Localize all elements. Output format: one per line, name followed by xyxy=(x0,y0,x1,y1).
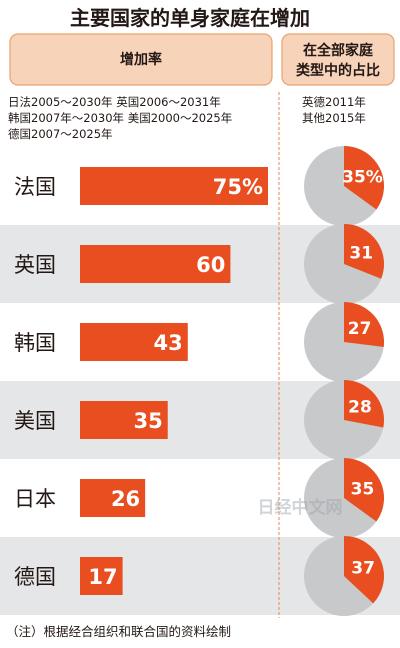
category-label: 美国 xyxy=(14,409,56,433)
category-label: 英国 xyxy=(14,253,56,277)
pie-period-line-1: 英德2011年 xyxy=(302,95,366,109)
share-value-label: 35 xyxy=(351,480,375,500)
increase-value-label: 75% xyxy=(213,175,263,199)
pie-header: 在全部家庭 类型中的占比 xyxy=(281,33,395,86)
share-pie-slice xyxy=(344,302,384,348)
period-line-3: 德国2007～2025年 xyxy=(8,127,113,141)
increase-bar xyxy=(80,245,231,283)
data-row: 德国 17 37 xyxy=(14,536,384,616)
increase-bar xyxy=(80,479,146,517)
increase-bar xyxy=(80,557,123,595)
share-value-label: 35% xyxy=(342,168,383,188)
period-line-1: 日法2005～2030年 英国2006～2031年 xyxy=(8,95,221,109)
share-pie-slice xyxy=(344,380,384,428)
category-label: 日本 xyxy=(14,487,56,511)
increase-bar xyxy=(80,167,268,205)
pie-header-line2: 类型中的占比 xyxy=(296,62,380,79)
share-pie-slice xyxy=(344,458,384,522)
period-line-2: 韩国2007年～2030年 美国2000～2025年 xyxy=(8,111,232,125)
bar-header-box xyxy=(9,33,273,86)
category-label: 德国 xyxy=(14,565,56,589)
increase-bar xyxy=(80,323,188,361)
share-pie-slice xyxy=(344,224,384,279)
share-pie-slice xyxy=(344,146,384,210)
category-label: 法国 xyxy=(14,175,56,199)
data-row: 日本 26 35 xyxy=(14,458,384,538)
increase-value-label: 35 xyxy=(133,409,162,433)
share-value-label: 27 xyxy=(348,319,372,339)
chart-title: 主要国家的单身家庭在增加 xyxy=(70,6,310,30)
data-row: 法国 75% 35% xyxy=(14,146,384,226)
data-row: 韩国 43 27 xyxy=(14,302,384,382)
increase-value-label: 17 xyxy=(88,565,117,589)
rows: 法国 75% 35% 英国 60 31 韩国 43 27 美国 35 28 日本 26 35 德国 17 37 xyxy=(14,146,384,616)
category-label: 韩国 xyxy=(14,331,56,355)
bar-header: 增加率 xyxy=(9,33,273,86)
increase-bar xyxy=(80,401,168,439)
pie-header-line1: 在全部家庭 xyxy=(303,42,374,59)
pie-period-line-2: 其他2015年 xyxy=(302,111,366,125)
share-value-label: 31 xyxy=(349,243,373,263)
share-value-label: 28 xyxy=(348,398,372,418)
data-row: 英国 60 31 xyxy=(14,224,384,304)
bar-header-label: 增加率 xyxy=(120,51,162,68)
footnote: （注）根据经合组织和联合国的资料绘制 xyxy=(6,624,231,639)
share-pie-slice xyxy=(344,536,384,604)
increase-value-label: 60 xyxy=(196,253,225,277)
data-row: 美国 35 28 xyxy=(14,380,384,460)
watermark: 日经中文网 xyxy=(258,497,343,518)
pie-header-box xyxy=(281,33,395,86)
share-value-label: 37 xyxy=(351,559,375,579)
increase-value-label: 26 xyxy=(111,487,140,511)
increase-value-label: 43 xyxy=(154,331,183,355)
